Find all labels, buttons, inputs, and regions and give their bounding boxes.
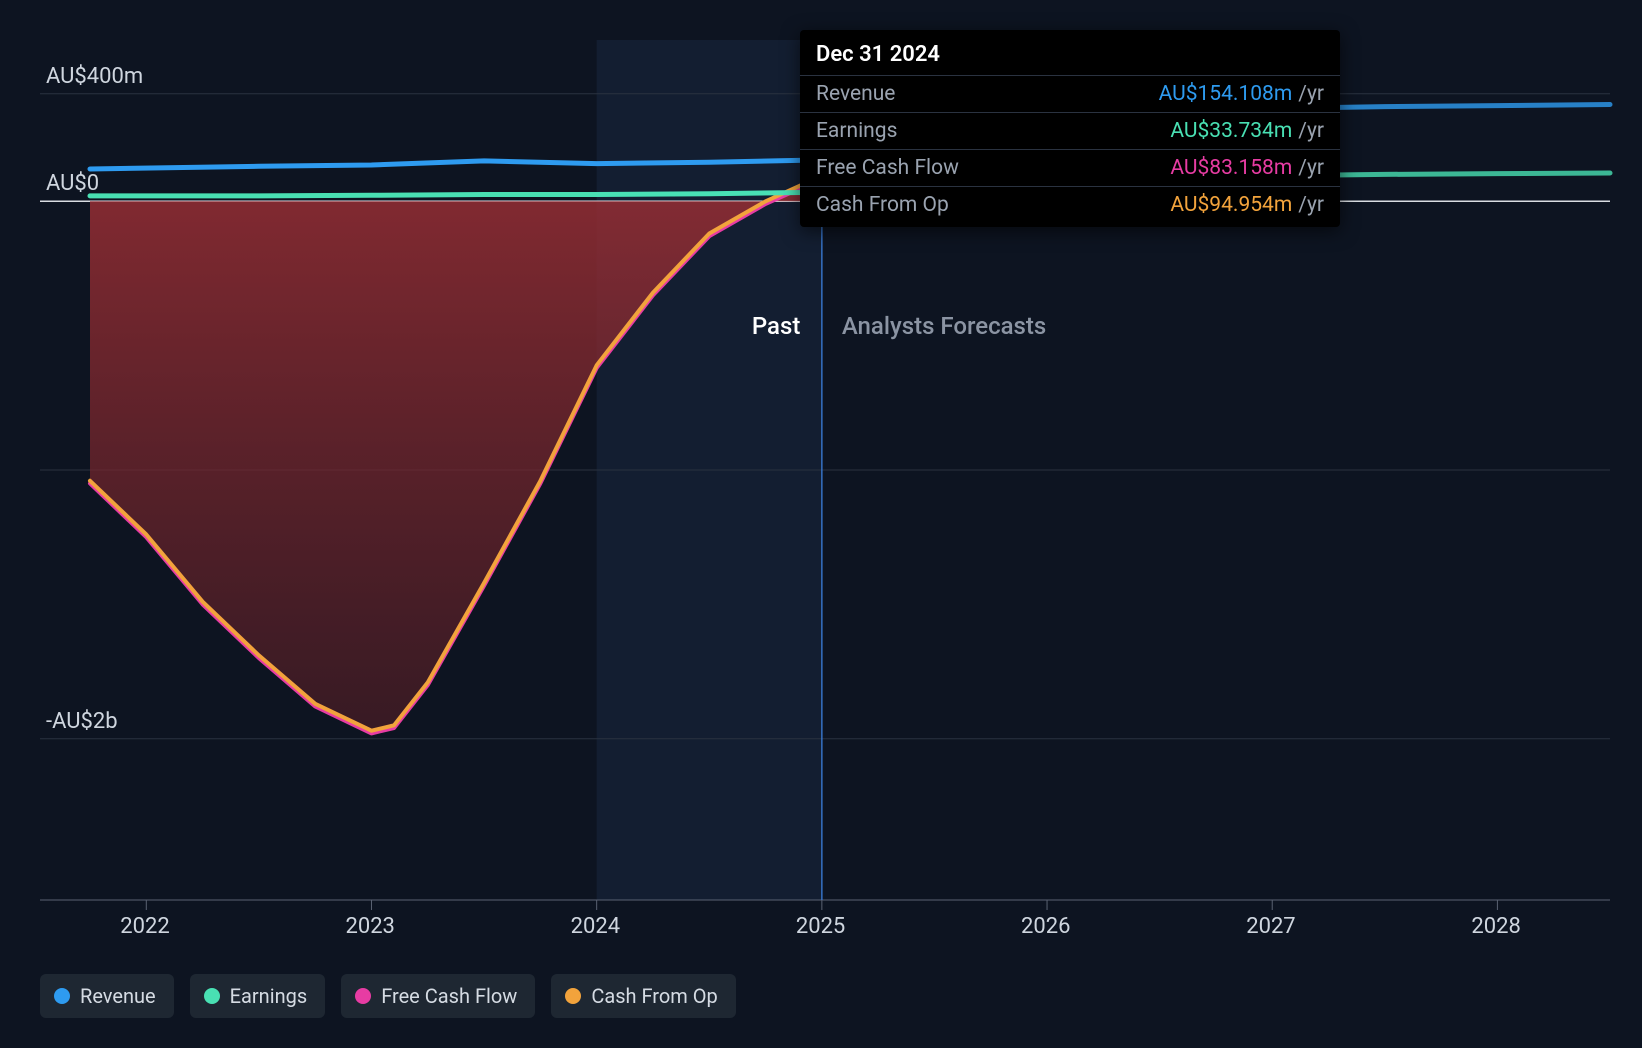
- legend-dot-icon: [565, 988, 581, 1004]
- legend-item-label: Cash From Op: [591, 984, 717, 1008]
- tooltip-row-label: Free Cash Flow: [816, 156, 959, 180]
- tooltip-row-unit: /yr: [1298, 193, 1324, 217]
- x-axis-label: 2027: [1246, 914, 1295, 939]
- tooltip-row-unit: /yr: [1298, 156, 1324, 180]
- legend-dot-icon: [54, 988, 70, 1004]
- legend-item-label: Free Cash Flow: [381, 984, 517, 1008]
- tooltip-row-label: Revenue: [816, 82, 895, 106]
- x-axis-label: 2026: [1021, 914, 1070, 939]
- x-axis-label: 2028: [1471, 914, 1520, 939]
- section-label-forecast: Analysts Forecasts: [842, 312, 1046, 340]
- tooltip-row: Earnings AU$33.734m/yr: [800, 112, 1340, 149]
- section-label-past: Past: [752, 312, 800, 340]
- legend-item-cfo[interactable]: Cash From Op: [551, 974, 735, 1018]
- tooltip-title: Dec 31 2024: [800, 38, 1340, 75]
- tooltip-row-unit: /yr: [1298, 82, 1324, 106]
- y-axis-label: AU$400m: [46, 64, 143, 89]
- tooltip-row: Free Cash Flow AU$83.158m/yr: [800, 149, 1340, 186]
- tooltip-row-label: Earnings: [816, 119, 897, 143]
- tooltip-row-value: AU$83.158m: [1170, 156, 1292, 180]
- legend-item-earnings[interactable]: Earnings: [190, 974, 326, 1018]
- x-axis-label: 2025: [796, 914, 845, 939]
- tooltip-row-label: Cash From Op: [816, 193, 949, 217]
- tooltip-row-value: AU$154.108m: [1159, 82, 1293, 106]
- financials-chart: AU$400m AU$0 -AU$2b 2022 2023 2024 2025 2026 20…: [0, 0, 1642, 1048]
- tooltip-row-value: AU$33.734m: [1170, 119, 1292, 143]
- legend-dot-icon: [355, 988, 371, 1004]
- chart-legend: Revenue Earnings Free Cash Flow Cash From O…: [40, 974, 736, 1018]
- chart-tooltip: Dec 31 2024 RevenueAU$154.108m/yrEarning…: [800, 30, 1340, 227]
- x-axis-label: 2023: [345, 914, 394, 939]
- y-axis-label: AU$0: [46, 171, 99, 196]
- legend-dot-icon: [204, 988, 220, 1004]
- tooltip-row: Cash From Op AU$94.954m/yr: [800, 186, 1340, 223]
- tooltip-row-unit: /yr: [1298, 119, 1324, 143]
- y-axis-label: -AU$2b: [46, 709, 118, 734]
- legend-item-fcf[interactable]: Free Cash Flow: [341, 974, 535, 1018]
- legend-item-label: Earnings: [230, 984, 308, 1008]
- legend-item-label: Revenue: [80, 984, 156, 1008]
- x-axis-label: 2022: [120, 914, 169, 939]
- x-axis-label: 2024: [571, 914, 620, 939]
- tooltip-row: Revenue AU$154.108m/yr: [800, 75, 1340, 112]
- tooltip-row-value: AU$94.954m: [1170, 193, 1292, 217]
- legend-item-revenue[interactable]: Revenue: [40, 974, 174, 1018]
